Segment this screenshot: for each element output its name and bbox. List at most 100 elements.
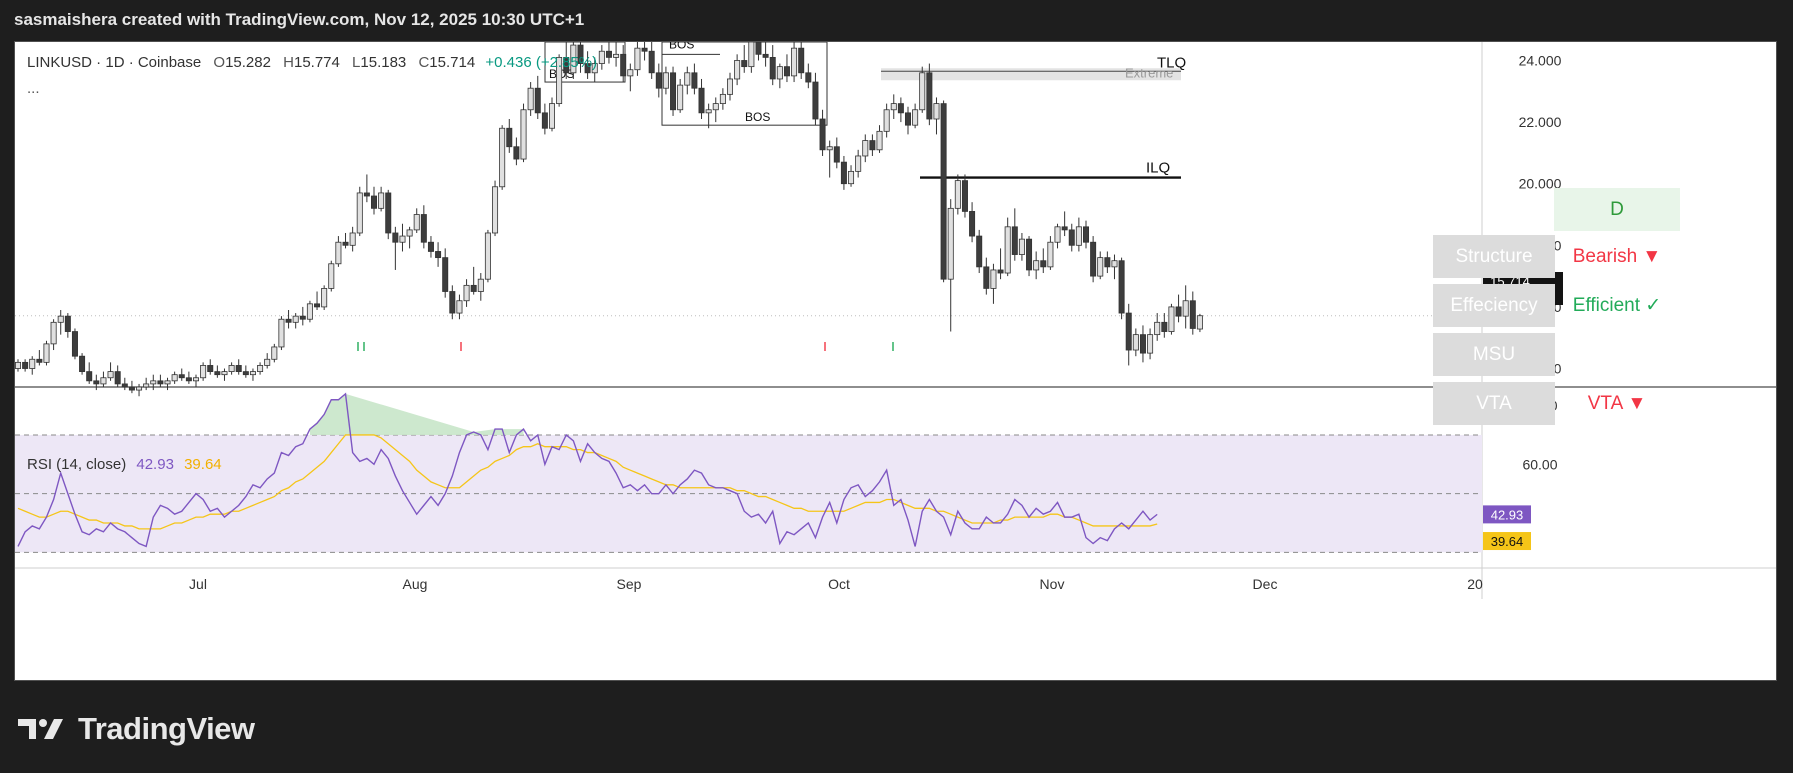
symbol-name[interactable]: LINKUSD · 1D · Coinbase: [27, 54, 202, 71]
candle-body: [413, 214, 420, 231]
candle: [926, 63, 933, 126]
screenshot-header: sasmaishera created with TradingView.com…: [14, 10, 585, 29]
candle-body: [207, 365, 214, 372]
candle: [627, 63, 634, 92]
candle-body: [1054, 226, 1061, 243]
more-indicators-button[interactable]: ...: [27, 80, 40, 97]
rsi-tick-label: 60.00: [1522, 456, 1557, 472]
candle-body: [527, 87, 534, 111]
candle-body: [463, 284, 470, 302]
candle-body: [314, 303, 321, 308]
candle: [463, 279, 470, 307]
candle: [947, 199, 954, 332]
candle: [79, 353, 86, 375]
candle-body: [370, 195, 377, 209]
candle: [449, 285, 456, 320]
candle: [1033, 251, 1040, 280]
candle: [349, 226, 356, 252]
tradingview-logo-icon: [18, 719, 63, 739]
candle: [1097, 251, 1104, 280]
candle: [983, 257, 990, 295]
candle: [662, 66, 669, 95]
price-tick-label: 20.000: [1519, 176, 1562, 192]
candle: [783, 54, 790, 83]
candle-body: [613, 53, 620, 58]
candle-body: [427, 241, 434, 252]
candle-body: [22, 361, 29, 369]
candle: [1075, 217, 1082, 252]
table-value-msu: [1554, 333, 1680, 376]
candle-body: [791, 47, 798, 77]
candle: [961, 174, 968, 218]
candle-body: [150, 380, 157, 385]
candle: [235, 359, 242, 375]
candle: [1090, 236, 1097, 283]
candle-body: [1196, 315, 1203, 330]
candle: [705, 103, 712, 129]
candle-body: [990, 269, 997, 289]
candle-body: [363, 192, 370, 197]
close-value: 15.714: [429, 54, 476, 71]
candle: [285, 309, 292, 329]
candle: [221, 368, 228, 381]
candle: [299, 306, 306, 326]
candle: [399, 223, 406, 252]
candle-body: [221, 371, 228, 376]
candle-body: [1018, 238, 1025, 255]
candle: [114, 365, 121, 387]
candle: [919, 66, 926, 113]
candle-body: [114, 371, 121, 385]
candle-body: [826, 146, 833, 151]
candle-body: [136, 386, 143, 391]
candles: [15, 42, 1203, 397]
high-value: 15.774: [293, 54, 340, 71]
candle: [1004, 217, 1011, 277]
candle-body: [662, 72, 669, 89]
candle-body: [1097, 257, 1104, 277]
low-label: L: [352, 54, 361, 71]
table-key-msu: MSU: [1433, 333, 1555, 376]
candle: [43, 340, 50, 366]
table-key-structure: Structure: [1433, 235, 1555, 278]
candle-body: [378, 192, 385, 209]
ilq-label: ILQ: [1146, 160, 1170, 177]
candle: [1189, 291, 1196, 335]
candle-body: [812, 81, 819, 120]
candle-body: [1004, 226, 1011, 274]
candle-body: [164, 380, 171, 385]
rsi-legend: RSI (14, close) 42.93 39.64: [27, 456, 222, 473]
candle: [22, 359, 29, 372]
candle: [791, 42, 798, 83]
candle: [762, 42, 769, 67]
candle-body: [43, 343, 50, 363]
candle-body: [897, 103, 904, 114]
candle: [570, 42, 577, 79]
candle: [406, 226, 413, 249]
rsi-label[interactable]: RSI (14, close): [27, 456, 127, 473]
candle: [520, 103, 527, 163]
candle: [185, 371, 192, 384]
candle: [385, 189, 392, 240]
candle-body: [228, 365, 235, 372]
chart-container[interactable]: TLQExtremeILQBOSBOSBOS 80.0060.0042.9339…: [14, 41, 1777, 681]
candle-body: [399, 235, 406, 243]
candle-body: [1118, 260, 1125, 314]
time-tick-label: Oct: [828, 576, 850, 592]
chart-canvas[interactable]: TLQExtremeILQBOSBOSBOS 80.0060.0042.9339…: [15, 42, 1776, 680]
candle: [712, 97, 719, 123]
candle: [64, 313, 71, 338]
candle-body: [919, 72, 926, 111]
candle-body: [285, 318, 292, 323]
candle: [826, 140, 833, 178]
candle: [655, 63, 662, 98]
candle-body: [577, 44, 584, 64]
rsi-line: [17, 392, 1158, 548]
candle-body: [591, 63, 598, 74]
candle: [1111, 254, 1118, 280]
candle: [71, 328, 78, 360]
candle: [883, 103, 890, 138]
candle-body: [534, 87, 541, 114]
high-label: H: [283, 54, 294, 71]
candle-body: [435, 251, 442, 259]
